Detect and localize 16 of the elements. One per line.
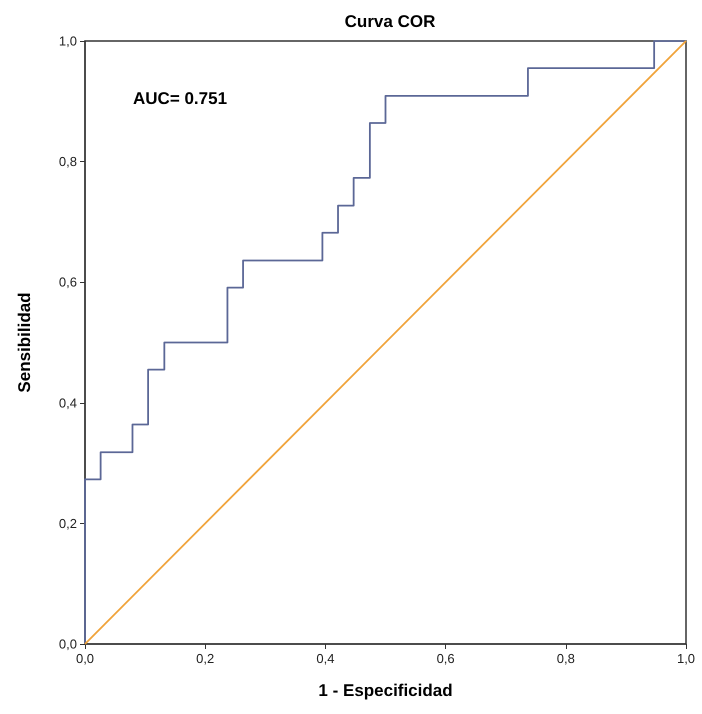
- annotation: AUC= 0.751: [133, 89, 228, 108]
- y-tick-label: 0,4: [58, 395, 77, 410]
- y-tick-label: 0,6: [58, 274, 77, 290]
- x-axis-title: 1 - Especificidad: [318, 681, 453, 700]
- x-tick-label: 0,6: [436, 651, 455, 666]
- y-tick-label: 0,8: [58, 154, 77, 170]
- y-tick-label: 0,2: [58, 516, 77, 531]
- y-tick-label: 1,0: [58, 34, 77, 48]
- x-tick-label: 0,4: [316, 651, 334, 666]
- y-tick-label: 0,0: [58, 636, 77, 652]
- y-axis-title: Sensibilidad: [15, 292, 34, 393]
- x-tick-label: 1,0: [676, 651, 696, 666]
- x-tick-label: 0,8: [556, 651, 575, 666]
- chart-title: Curva COR: [344, 12, 436, 31]
- x-tick-label: 0,0: [76, 651, 94, 666]
- x-tick-label: 0,2: [196, 651, 214, 666]
